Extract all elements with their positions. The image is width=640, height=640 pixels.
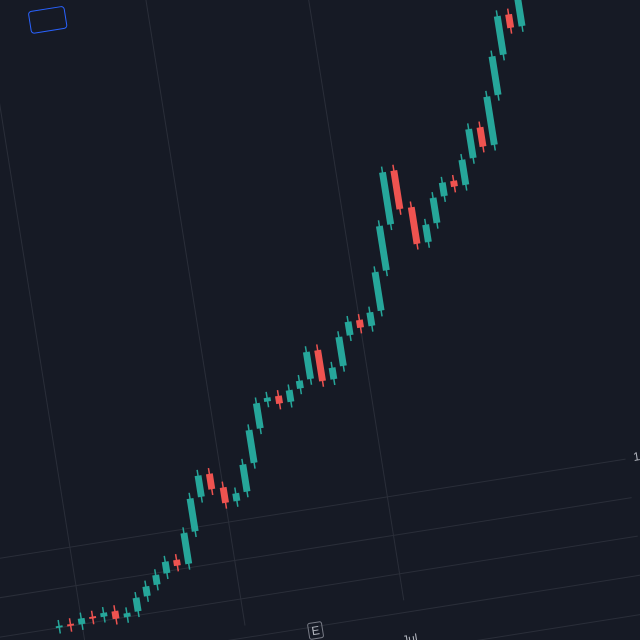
candle-body [429, 197, 441, 224]
candle-body [483, 96, 498, 146]
candle-body [186, 498, 199, 532]
candle-body [123, 612, 131, 618]
annotation: E [311, 623, 321, 638]
candle-body [375, 225, 390, 271]
grid-line [0, 0, 87, 640]
candle-body [232, 492, 241, 502]
candle-body [67, 623, 75, 627]
candle-body [335, 336, 347, 367]
candle-body [379, 171, 395, 225]
candle-body [295, 380, 304, 389]
grid-line [270, 0, 405, 601]
candle-body [219, 486, 229, 504]
candle-body [194, 475, 205, 498]
candle-body [285, 389, 295, 403]
candle-body [476, 126, 487, 148]
candle-body [302, 351, 314, 380]
candle-body [366, 311, 376, 327]
candle-body [173, 559, 181, 567]
candle-body [314, 349, 326, 382]
candle-body [239, 464, 251, 493]
candle-body [344, 321, 354, 336]
candle-body [458, 159, 470, 186]
candle-body [132, 597, 142, 612]
candle-body [390, 170, 404, 210]
grid-line [0, 574, 640, 640]
candle-body [505, 13, 515, 29]
y-tick-label: 16.00 [638, 484, 640, 503]
candle-body [180, 532, 193, 565]
grid-line [0, 612, 640, 640]
candle-body [371, 271, 385, 312]
toolbar-box [28, 6, 68, 34]
candle-body [407, 206, 421, 245]
candle-body [111, 610, 120, 620]
candle-body [161, 561, 171, 574]
candle-body [488, 55, 502, 96]
candle-body [77, 617, 86, 625]
badge [307, 621, 324, 640]
candle-body [205, 473, 216, 490]
candle-body [465, 128, 477, 159]
candle-body [438, 182, 448, 197]
candle-body [513, 0, 526, 27]
candle-body [142, 585, 151, 597]
candle-body [274, 395, 284, 405]
candle-body [55, 625, 63, 629]
candle-body [328, 367, 338, 380]
x-tick-label: Jul [401, 631, 418, 640]
candle-body [263, 397, 272, 403]
candle-body [89, 616, 97, 620]
grid-line [0, 458, 626, 588]
candle-body [152, 574, 161, 586]
candle-body [245, 429, 258, 464]
grid-line [0, 497, 632, 627]
y-tick-label: 18.00 [632, 445, 640, 464]
candle-body [100, 612, 108, 618]
grid-line [0, 535, 638, 640]
candle-body [252, 402, 264, 429]
candle-body [493, 15, 507, 56]
candle-body [422, 224, 432, 243]
candle-body [355, 319, 364, 329]
candle-body [450, 180, 458, 188]
